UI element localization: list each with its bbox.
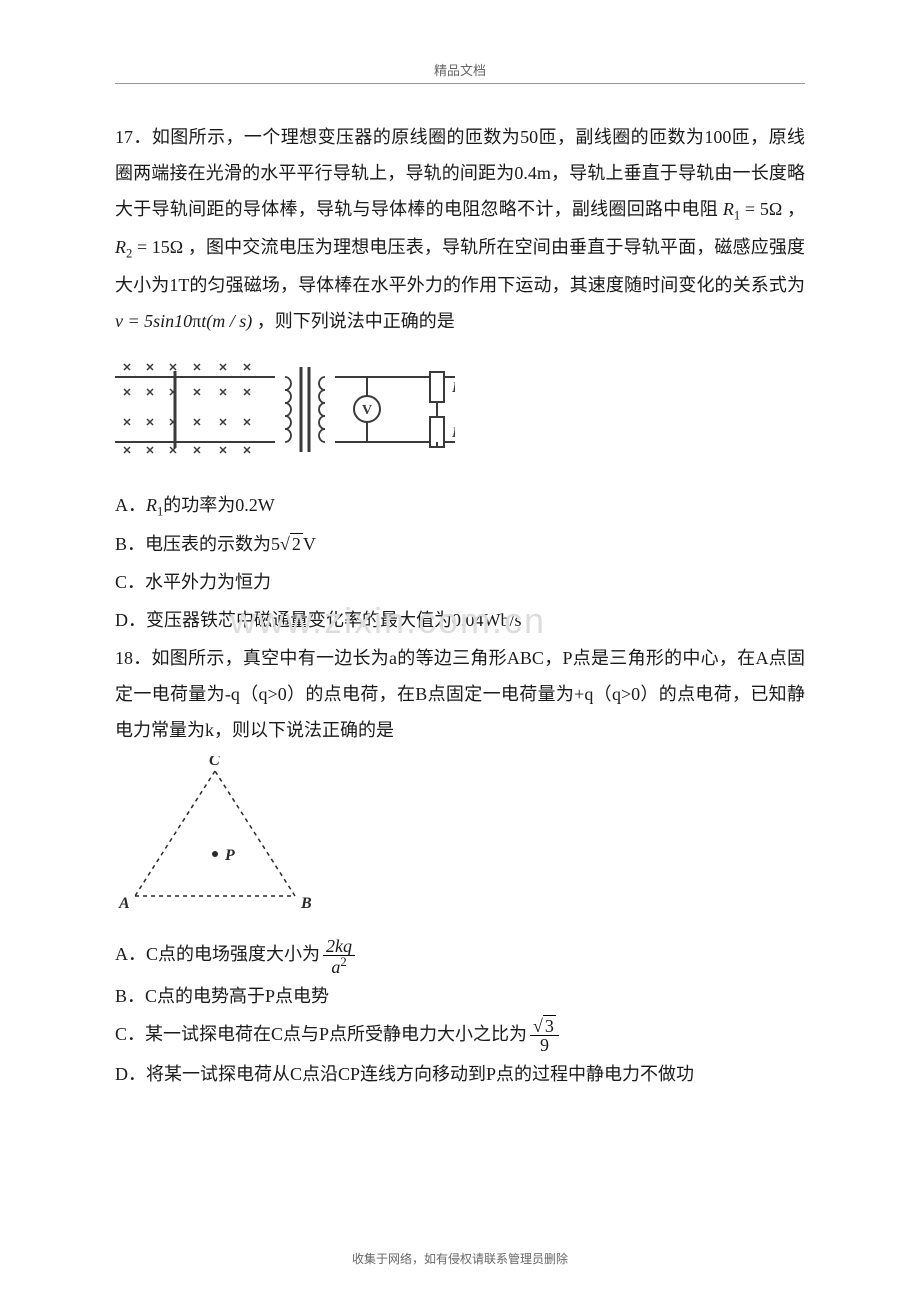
q18-triangle-diagram: A B C P <box>115 756 805 928</box>
q17-option-D: D．变压器铁芯中磁通量变化率的最大值为0.04Wb/s <box>115 602 805 638</box>
R2-symbol: R <box>115 237 126 257</box>
q17-option-A: A．R1的功率为0.2W <box>115 487 805 525</box>
svg-text:V: V <box>362 403 372 418</box>
circuit-svg: VR1R2 <box>115 347 455 467</box>
document-body: 17．如图所示，一个理想变压器的原线圈的匝数为50匝，副线圈的匝数为100匝，原… <box>115 119 805 1092</box>
q18C-prefix: C．某一试探电荷在C点与P点所受静电力大小之比为 <box>115 1024 527 1044</box>
v-prefix: v = 5sin10 <box>115 311 192 331</box>
q17-intro: 17．如图所示，一个理想变压器的原线圈的匝数为50匝，副线圈的匝数为100匝，原… <box>115 119 805 339</box>
q17-intro-part2: ，图中交流电压为理想电压表，导轨所在空间由垂直于导轨平面，磁感应强度大小为1T的… <box>115 237 805 295</box>
q18C-num-rad: 3 <box>543 1015 556 1036</box>
svg-text:R: R <box>451 380 455 396</box>
optA-suffix: 的功率为0.2W <box>163 495 275 515</box>
q18-intro: 18．如图所示，真空中有一边长为a的等边三角形ABC，P点是三角形的中心，在A点… <box>115 640 805 748</box>
triangle-svg: A B C P <box>115 756 315 916</box>
svg-text:P: P <box>224 847 235 864</box>
q18-option-B: B．C点的电势高于P点电势 <box>115 978 805 1014</box>
q18A-prefix: A．C点的电场强度大小为 <box>115 944 320 964</box>
q18A-num: 2kq <box>326 936 352 956</box>
q18C-den: 9 <box>530 1036 559 1054</box>
optB-suffix: V <box>303 534 316 554</box>
q18-option-D: D．将某一试探电荷从C点沿CP连线方向移动到P点的过程中静电力不做功 <box>115 1056 805 1092</box>
q17-intro-part3: ，则下列说法中正确的是 <box>257 311 455 331</box>
q17-option-B: B．电压表的示数为52V <box>115 526 805 562</box>
R1-value: = 5Ω <box>740 199 782 219</box>
q17-option-C: C．水平外力为恒力 <box>115 564 805 600</box>
q17-intro-part1: 17．如图所示，一个理想变压器的原线圈的匝数为50匝，副线圈的匝数为100匝，原… <box>115 127 805 219</box>
footer-text: 收集于网络，如有侵权请联系管理员删除 <box>352 1252 568 1266</box>
R2-value: = 15Ω <box>132 237 183 257</box>
q17-R1-expr: R1 = 5Ω <box>723 199 782 219</box>
svg-text:C: C <box>209 756 220 769</box>
q18-option-C: C．某一试探电荷在C点与P点所受静电力大小之比为 39 <box>115 1016 805 1054</box>
svg-text:R: R <box>451 425 455 441</box>
optA-R: R <box>146 495 157 515</box>
svg-text:A: A <box>118 895 130 912</box>
q18A-den-exp: 2 <box>340 955 346 969</box>
optB-val: 5 <box>271 534 280 554</box>
q17-v-expr: v = 5sin10πt(m / s) <box>115 311 252 331</box>
R1-symbol: R <box>723 199 734 219</box>
v-suffix: t(m / s) <box>201 311 252 331</box>
header-text: 精品文档 <box>434 63 486 78</box>
optB-rad: 2 <box>290 533 303 554</box>
q17-R2-expr: R2 = 15Ω <box>115 237 183 257</box>
q18A-den-base: a <box>331 957 340 977</box>
q17-sep: ， <box>787 199 805 219</box>
optB-prefix: B．电压表的示数为 <box>115 534 271 554</box>
optA-prefix: A． <box>115 495 146 515</box>
q17-circuit-diagram: VR1R2 <box>115 347 805 479</box>
v-pi: π <box>192 311 201 331</box>
q18-option-A: A．C点的电场强度大小为 2kqa2 <box>115 936 805 975</box>
page-footer: 收集于网络，如有侵权请联系管理员删除 <box>0 1250 920 1267</box>
svg-text:B: B <box>300 895 312 912</box>
page-header: 精品文档 <box>115 60 805 84</box>
